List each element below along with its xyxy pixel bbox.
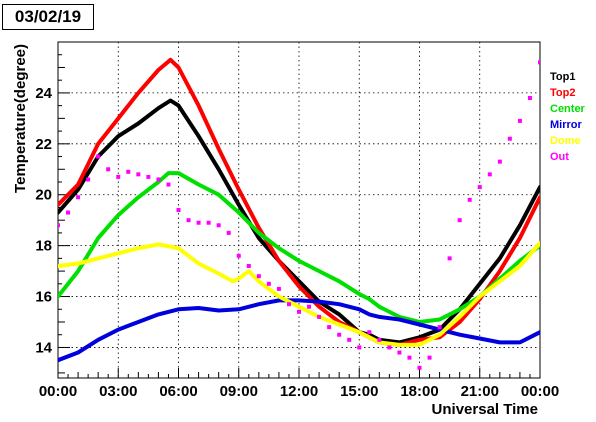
x-tick-label: 18:00 [400, 383, 438, 400]
legend-entry-top2: Top2 [550, 87, 575, 99]
point-out [407, 355, 412, 360]
point-out [96, 154, 101, 159]
chart-title: 03/02/19 [2, 4, 94, 30]
point-out [276, 286, 281, 291]
point-out [427, 355, 432, 360]
point-out [337, 332, 342, 337]
point-out [437, 325, 442, 330]
point-out [166, 182, 171, 187]
x-tick-label: 15:00 [340, 383, 378, 400]
point-out [447, 256, 452, 261]
point-out [116, 174, 121, 179]
series-line-top1 [58, 98, 540, 345]
point-out [66, 210, 71, 215]
y-axis-label: Temperature(degree) [12, 44, 29, 193]
point-out [236, 253, 241, 258]
series-line-mirror [58, 298, 540, 363]
series-line-top2 [58, 57, 540, 347]
point-out [266, 281, 271, 286]
point-out [106, 167, 111, 172]
point-out [136, 172, 141, 177]
legend-entry-mirror: Mirror [550, 119, 583, 131]
point-out [307, 304, 312, 309]
point-out [286, 302, 291, 307]
point-out [377, 337, 382, 342]
series-line-dome [58, 241, 540, 347]
y-tick-label: 16 [35, 289, 52, 306]
point-out [58, 223, 60, 228]
point-out [86, 177, 91, 182]
series-line-center [58, 171, 540, 324]
x-tick-label: 09:00 [220, 383, 258, 400]
y-tick-label: 20 [35, 187, 52, 204]
point-out [256, 274, 261, 279]
x-tick-label: 03:00 [99, 383, 137, 400]
point-out [297, 309, 301, 314]
point-out [196, 220, 201, 225]
point-out [327, 325, 332, 330]
x-tick-label: 00:00 [521, 383, 559, 400]
legend-entry-top1: Top1 [550, 71, 575, 83]
point-out [507, 136, 512, 141]
x-tick-label: 21:00 [461, 383, 499, 400]
legend-entry-dome: Dome [550, 135, 581, 147]
point-out [417, 365, 422, 370]
point-out [487, 172, 492, 177]
legend-entry-out: Out [550, 151, 569, 163]
x-tick-label: 00:00 [39, 383, 77, 400]
x-tick-label: 06:00 [159, 383, 197, 400]
point-out [467, 197, 472, 202]
legend-entry-center: Center [550, 103, 586, 115]
point-out [517, 118, 522, 123]
point-out [186, 218, 191, 223]
y-tick-label: 18 [35, 238, 52, 255]
x-tick-label: 12:00 [280, 383, 318, 400]
point-out [206, 220, 211, 225]
y-tick-label: 14 [35, 339, 52, 356]
point-out [397, 350, 402, 355]
point-out [347, 337, 352, 342]
point-out [538, 60, 540, 65]
point-out [76, 195, 81, 200]
x-axis-label: Universal Time [432, 401, 538, 418]
y-tick-label: 24 [35, 85, 52, 102]
point-out [317, 314, 322, 319]
point-out [146, 174, 151, 179]
point-out [357, 345, 362, 350]
point-out [477, 185, 482, 190]
point-out [497, 159, 502, 164]
point-out [246, 264, 251, 268]
point-out [367, 330, 372, 335]
y-tick-label: 22 [35, 136, 52, 153]
point-out [176, 208, 181, 212]
point-out [457, 218, 462, 223]
point-out [226, 230, 231, 235]
point-out [387, 345, 392, 350]
point-out [126, 169, 131, 174]
point-out [156, 177, 161, 182]
point-out [216, 223, 221, 228]
point-out [527, 96, 532, 100]
